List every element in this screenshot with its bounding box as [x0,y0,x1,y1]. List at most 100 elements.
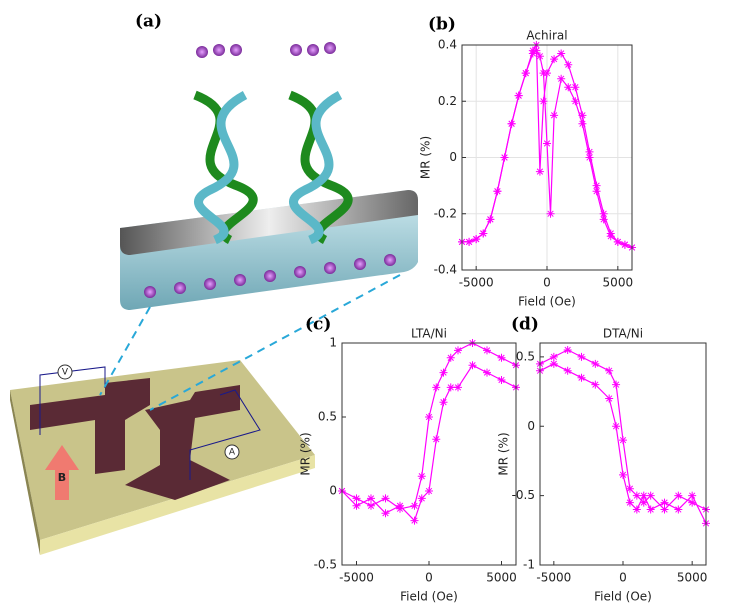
data-point [440,398,448,406]
data-point [498,354,506,362]
data-point [440,369,448,377]
data-point [353,502,361,510]
y-tick-label: 0.2 [438,94,457,108]
x-tick-label: -5000 [536,571,571,585]
data-point [536,52,544,60]
chart-title: DTA/Ni [603,327,643,341]
data-point [550,55,558,63]
y-axis-label: MR (%) [419,136,433,179]
data-point [447,383,455,391]
data-point [614,238,622,246]
y-axis-label: MR (%) [497,432,511,475]
data-point [674,492,682,500]
data-point [550,111,558,119]
data-point [353,494,361,502]
y-tick-label: 0 [449,150,457,164]
ammeter-label: A [229,448,236,458]
x-tick-label: 5000 [677,571,708,585]
data-point [425,413,433,421]
data-point [550,360,558,368]
data-point [543,139,551,147]
x-tick-label: 5000 [603,276,634,290]
data-point [612,381,620,389]
data-point [454,383,462,391]
data-point [550,353,558,361]
data-point [593,187,601,195]
y-tick-label: -0.4 [434,263,457,277]
plot-area [342,343,516,565]
data-point [674,506,682,514]
data-point [621,241,629,249]
data-point [472,235,480,243]
data-point [612,422,620,430]
data-point [367,502,375,510]
y-tick-label: 0.5 [318,410,337,424]
y-tick-label: -0.5 [512,488,535,502]
x-tick-label: 0 [543,276,551,290]
voltmeter-label: V [62,368,69,378]
y-tick-label: -1 [523,558,535,572]
data-point [647,492,655,500]
field-label: B [58,471,66,484]
spins [196,42,336,58]
data-point [536,168,544,176]
data-point [501,154,509,162]
data-point [647,506,655,514]
data-point [661,506,669,514]
data-point [411,502,419,510]
data-point [469,361,477,369]
data-point [607,232,615,240]
x-tick-label: -5000 [339,571,374,585]
data-point [571,97,579,105]
data-point [418,494,426,502]
y-tick-label: -0.5 [314,558,337,572]
data-point [626,499,634,507]
data-point [465,238,473,246]
chart-title: Achiral [526,29,567,43]
data-point [532,47,540,55]
data-point [571,83,579,91]
data-point [382,509,390,517]
data-point [578,353,586,361]
data-point [564,83,572,91]
x-tick-label: -5000 [459,276,494,290]
data-point [498,376,506,384]
data-point [605,395,613,403]
data-point [591,381,599,389]
data-point [508,120,516,128]
data-point [396,502,404,510]
data-point [688,499,696,507]
data-point [539,69,547,77]
data-point [432,435,440,443]
x-axis-label: Field (Oe) [400,590,458,604]
data-point [619,471,627,479]
panel-label: (d) [511,315,539,335]
data-point [564,367,572,375]
data-point [522,69,530,77]
data-point [564,61,572,69]
data-point [483,346,491,354]
x-tick-label: 5000 [486,571,517,585]
data-point [619,436,627,444]
data-point [557,49,565,57]
x-axis-label: Field (Oe) [594,590,652,604]
data-point [486,215,494,223]
data-point [539,97,547,105]
panel-label: (b) [428,15,456,35]
data-point [454,346,462,354]
data-point [578,374,586,382]
data-point [633,492,641,500]
data-point [605,367,613,375]
chart-title: LTA/Ni [411,327,447,341]
data-point [564,346,572,354]
x-tick-label: 0 [425,571,433,585]
y-axis-label: MR (%) [299,432,313,475]
panel-label: (c) [305,315,331,335]
y-tick-label: 0.5 [516,349,535,363]
data-point [578,120,586,128]
x-axis-label: Field (Oe) [518,295,576,309]
data-point [425,487,433,495]
data-point [591,360,599,368]
data-point [418,472,426,480]
y-tick-label: 0 [527,419,535,433]
